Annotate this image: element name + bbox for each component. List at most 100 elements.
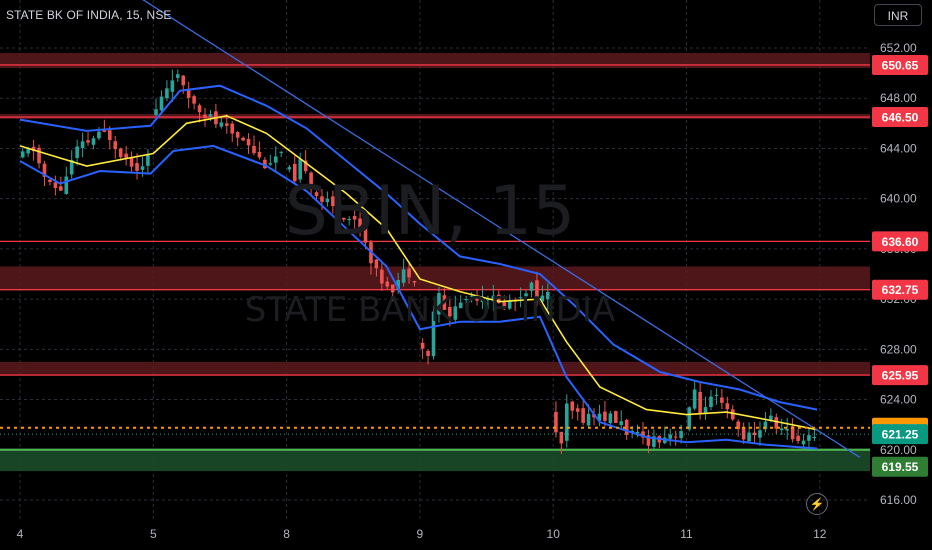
candle bbox=[175, 69, 180, 82]
close-price-label-text: 621.25 bbox=[882, 428, 919, 442]
candle bbox=[146, 149, 150, 174]
candle-body bbox=[796, 435, 800, 442]
candle-body bbox=[619, 421, 624, 426]
candle bbox=[113, 136, 118, 159]
support-label: 619.55 bbox=[872, 456, 928, 477]
candle bbox=[752, 421, 757, 443]
candle bbox=[741, 422, 746, 444]
candle-body bbox=[26, 149, 30, 154]
candle-body bbox=[273, 156, 278, 163]
candle bbox=[412, 280, 417, 287]
candle-body bbox=[703, 407, 708, 413]
currency-button[interactable]: INR bbox=[874, 4, 922, 26]
candle bbox=[390, 284, 395, 302]
candle-body bbox=[363, 226, 368, 243]
resistance-zone bbox=[0, 361, 870, 376]
level-label-text: 650.65 bbox=[882, 58, 919, 72]
candle bbox=[159, 90, 164, 114]
candle bbox=[309, 171, 313, 197]
candle bbox=[812, 428, 817, 442]
candle bbox=[554, 401, 558, 438]
candle bbox=[192, 94, 196, 110]
y-tick-label: 620.00 bbox=[880, 443, 917, 457]
candle-body bbox=[464, 298, 468, 300]
candle-body bbox=[385, 281, 390, 287]
candle-body bbox=[709, 396, 713, 408]
candle bbox=[203, 107, 207, 127]
candle bbox=[380, 262, 384, 291]
level-label-text: 625.95 bbox=[882, 369, 919, 383]
candle-body bbox=[437, 292, 441, 315]
candle bbox=[292, 155, 297, 185]
candle-body bbox=[91, 138, 96, 145]
candle-body bbox=[113, 141, 118, 150]
candle bbox=[69, 150, 74, 179]
candle-body bbox=[287, 167, 292, 170]
candle-body bbox=[208, 114, 213, 117]
x-tick-label: 11 bbox=[680, 527, 693, 541]
candle-body bbox=[420, 342, 425, 349]
candle-body bbox=[687, 407, 692, 430]
lightning-icon[interactable]: ⚡ bbox=[806, 493, 828, 515]
candle bbox=[431, 306, 436, 360]
candle-body bbox=[203, 114, 207, 118]
candle bbox=[385, 276, 390, 290]
candle bbox=[42, 160, 47, 187]
candle bbox=[785, 417, 789, 440]
candle-body bbox=[235, 132, 240, 138]
candle bbox=[235, 131, 240, 147]
support-zone bbox=[0, 449, 870, 472]
candle-body bbox=[698, 391, 702, 414]
candle bbox=[20, 147, 25, 159]
candle bbox=[124, 145, 128, 166]
candle bbox=[279, 151, 284, 158]
candle bbox=[747, 422, 751, 442]
candle-body bbox=[491, 295, 496, 301]
candle-body bbox=[679, 431, 683, 439]
candle-body bbox=[159, 96, 164, 111]
candle-body bbox=[507, 300, 512, 309]
candle-body bbox=[358, 218, 362, 228]
candle-body bbox=[75, 146, 79, 158]
candle-body bbox=[268, 163, 273, 165]
candle bbox=[129, 151, 134, 172]
candle-body bbox=[646, 435, 651, 446]
candle bbox=[86, 131, 90, 146]
candle bbox=[75, 139, 79, 166]
resistance-zone bbox=[0, 266, 870, 290]
candle bbox=[779, 418, 784, 436]
level-label-text: 632.75 bbox=[882, 283, 919, 297]
candle-body bbox=[480, 296, 485, 303]
candle-body bbox=[524, 293, 528, 297]
candle-body bbox=[720, 397, 724, 403]
candle bbox=[197, 103, 202, 123]
candle bbox=[170, 69, 175, 103]
candle-body bbox=[336, 209, 341, 215]
candle bbox=[374, 258, 379, 277]
candle bbox=[662, 426, 667, 445]
candle-body bbox=[279, 151, 284, 153]
candle-body bbox=[170, 80, 175, 92]
y-tick-label: 652.00 bbox=[880, 41, 917, 55]
candle-body bbox=[652, 436, 656, 447]
candle-body bbox=[736, 421, 741, 430]
candle-body bbox=[442, 295, 447, 310]
x-tick-label: 8 bbox=[283, 527, 290, 541]
candle-body bbox=[37, 147, 41, 164]
candle-body bbox=[597, 413, 602, 421]
candle bbox=[458, 295, 463, 309]
candle-body bbox=[790, 426, 795, 440]
candle-body bbox=[175, 74, 180, 78]
x-tick-label: 10 bbox=[547, 527, 561, 541]
candle bbox=[263, 157, 267, 170]
candle bbox=[37, 144, 41, 169]
candle-body bbox=[192, 96, 196, 104]
level-label: 625.95 bbox=[872, 365, 928, 386]
candle bbox=[703, 396, 708, 420]
candle-body bbox=[53, 182, 58, 189]
candle-body bbox=[635, 431, 640, 434]
candle-body bbox=[747, 432, 751, 442]
candle-body bbox=[320, 196, 324, 202]
support-label-text: 619.55 bbox=[882, 460, 919, 474]
